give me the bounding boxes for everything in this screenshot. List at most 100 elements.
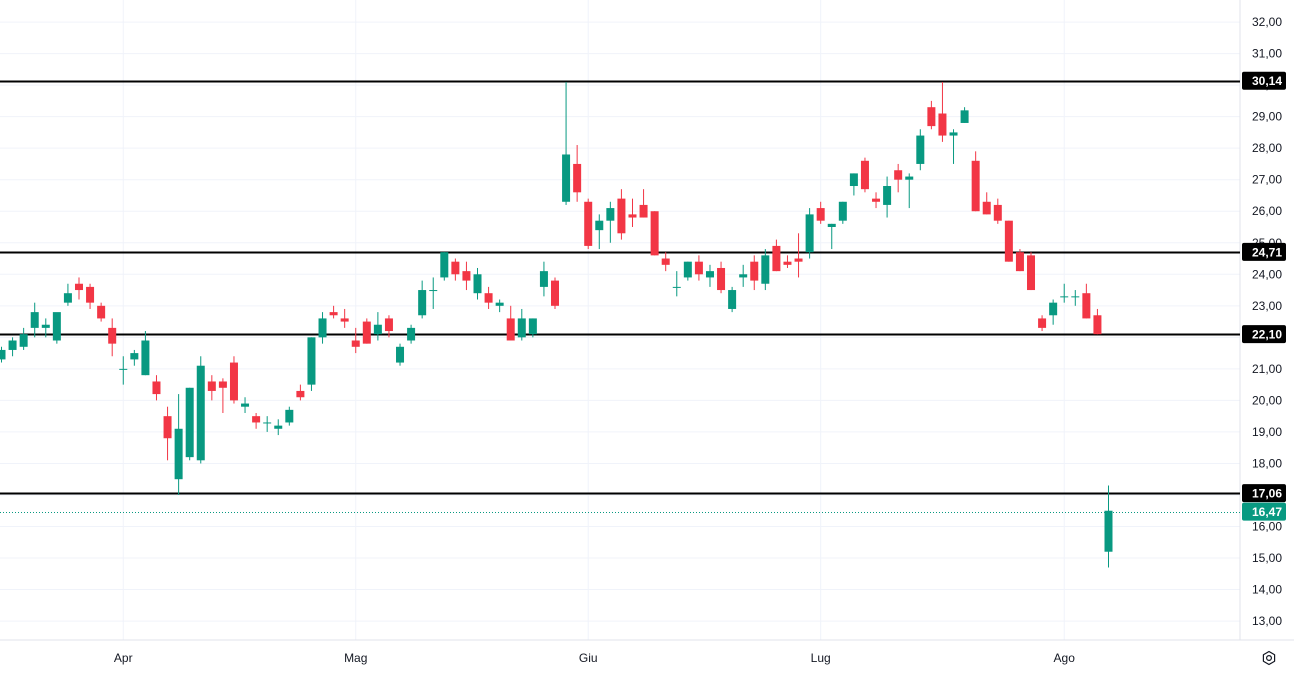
x-tick-label: Giu [579,651,598,665]
candle [838,201,847,224]
candle [296,384,305,401]
candle [894,163,903,193]
candle-body [849,173,858,187]
candle [0,346,6,363]
candle-body [8,340,17,350]
candle [418,280,427,319]
candle-body [108,327,117,344]
y-tick-label: 28,00 [1252,141,1282,155]
candle-body [52,312,61,341]
candle [252,413,261,429]
candle [207,375,216,401]
candle [41,318,50,338]
candle [628,198,637,227]
candle-body [827,223,836,227]
candle [185,387,194,461]
candle [1015,249,1024,272]
x-tick-label: Mag [344,651,367,665]
candle-body [517,318,526,338]
last-price-tag-text: 16,47 [1252,505,1282,519]
candle-body [1060,296,1069,298]
candle [938,81,947,142]
candle-body [384,318,393,332]
candle [8,337,17,357]
time-axis[interactable]: Apr Mag Giu Lug Ago [114,651,1075,665]
candle-body [783,261,792,265]
candle-body [551,280,559,306]
candle [340,308,349,328]
candle [739,264,748,287]
candle-body [119,368,128,370]
candle [473,267,482,300]
candle-body [1027,255,1036,291]
price-tags: 30,14 24,71 22,10 17,06 16,47 [1242,71,1286,521]
y-tick-label: 19,00 [1252,425,1282,439]
candle [86,283,95,309]
candle-body [661,258,670,265]
y-tick-label: 24,00 [1252,267,1282,281]
candle [274,419,283,436]
candle [872,192,881,209]
candle [573,145,582,202]
candle-body [484,293,493,303]
candle-body [927,107,936,127]
y-tick-label: 13,00 [1252,614,1282,628]
level-tag-bg [1242,242,1286,261]
candle-body [838,201,847,221]
level-lines [0,80,1240,513]
candle [783,255,792,268]
candle [772,239,781,272]
candle [285,406,294,426]
last-price-tag: 16,47 [1242,502,1286,521]
candle-body [451,261,460,275]
candle [108,318,117,357]
candle [927,100,936,130]
candle [816,201,825,224]
y-tick-label: 26,00 [1252,204,1282,218]
candle-body [573,163,582,193]
candle [827,223,836,250]
candle [949,129,958,164]
candle-body [584,201,593,246]
candle [517,308,526,341]
candle [130,349,139,366]
candle-body [982,201,991,215]
level-tag: 17,06 [1242,484,1286,503]
candle [1104,485,1113,568]
candle-body [429,290,438,292]
candle [30,302,39,338]
candle-body [329,312,338,316]
candle [971,151,980,212]
candle-body [739,274,748,278]
level-tag-bg [1242,71,1286,90]
candle-body [971,160,980,212]
y-tick-label: 16,00 [1252,520,1282,534]
candle [528,318,537,338]
candle-body [252,416,261,423]
candle [351,327,360,354]
candle-body [207,381,216,391]
candle-body [794,258,803,262]
candle-body [174,428,183,480]
x-tick-label: Apr [114,651,133,665]
candle [794,233,803,278]
candle [1082,283,1091,319]
y-tick-label: 20,00 [1252,393,1282,407]
candle [661,252,670,272]
candle [119,356,128,385]
candle-body [307,337,316,385]
candle [1038,315,1047,332]
candle [506,305,515,341]
candle [551,277,559,309]
candle [384,315,393,338]
level-tag-text: 22,10 [1252,328,1282,342]
gear-icon[interactable] [1261,650,1277,666]
candle-body [728,290,737,309]
candle-body [1071,296,1080,298]
candle-body [694,261,703,275]
candle [307,337,316,391]
candle-body [418,290,427,316]
candle [883,176,892,218]
candle-body [606,208,615,221]
